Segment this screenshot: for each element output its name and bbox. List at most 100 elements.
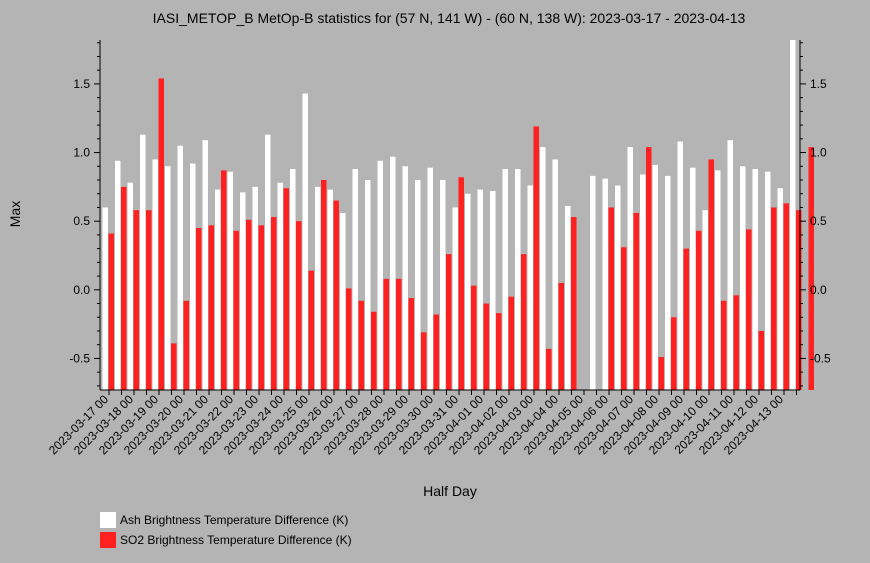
bar-ash-8 [202, 140, 208, 390]
bar-so2-6 [183, 300, 189, 390]
bar-so2-31 [496, 313, 502, 390]
bar-ash-42 [627, 147, 633, 390]
bar-so2-7 [196, 228, 202, 390]
y-tick-label-left: -0.5 [69, 351, 90, 365]
bar-so2-48 [708, 159, 714, 390]
bar-so2-49 [721, 300, 727, 390]
bar-so2-28 [458, 177, 464, 390]
bar-ash-30 [477, 189, 483, 390]
bar-so2-43 [646, 147, 652, 390]
bar-ash-19 [340, 212, 346, 390]
bar-ash-33 [515, 169, 521, 390]
bar-ash-23 [390, 156, 396, 390]
bar-ash-52 [752, 169, 758, 390]
bar-so2-51 [746, 229, 752, 390]
bar-so2-10 [233, 230, 239, 390]
y-tick-label-left: 1.5 [73, 77, 90, 91]
bar-ash-54 [777, 188, 783, 390]
bar-ash-31 [490, 190, 496, 390]
y-tick-label-right: 0.0 [810, 283, 827, 297]
bar-ash-6 [177, 145, 183, 390]
bar-so2-8 [208, 225, 214, 390]
bar-so2-17 [321, 180, 327, 390]
bar-ash-24 [402, 166, 408, 390]
bar-so2-24 [408, 298, 414, 390]
bar-ash-35 [540, 147, 546, 390]
bar-so2-27 [446, 254, 452, 390]
bar-ash-13 [265, 134, 271, 390]
bar-ash-28 [452, 207, 458, 390]
bar-so2-33 [521, 254, 527, 390]
bar-ash-22 [377, 160, 383, 390]
bar-ash-18 [327, 189, 333, 390]
bar-so2-26 [433, 314, 439, 390]
legend: Ash Brightness Temperature Difference (K… [100, 512, 352, 548]
bar-ash-48 [702, 210, 708, 390]
bar-so2-32 [508, 296, 514, 390]
bar-ash-34 [527, 185, 533, 390]
bar-so2-56 [808, 147, 814, 390]
bar-so2-37 [571, 217, 577, 390]
bar-so2-29 [471, 285, 477, 390]
bar-ash-39 [590, 175, 596, 390]
bar-so2-54 [783, 203, 789, 390]
bar-so2-50 [733, 295, 739, 390]
bar-so2-3 [146, 210, 152, 390]
chart-title: IASI_METOP_B MetOp-B statistics for (57 … [153, 10, 746, 26]
bar-so2-0 [108, 233, 114, 390]
bar-so2-20 [358, 300, 364, 390]
bar-ash-2 [127, 182, 133, 390]
bar-ash-25 [415, 180, 421, 390]
bar-so2-22 [383, 278, 389, 390]
bar-ash-21 [365, 180, 371, 390]
bar-ash-3 [140, 134, 146, 390]
bar-ash-26 [427, 167, 433, 390]
bar-so2-16 [308, 270, 314, 390]
y-tick-label-right: -0.5 [810, 351, 831, 365]
bar-so2-23 [396, 278, 402, 390]
bar-ash-17 [315, 186, 321, 390]
y-axis-label: Max [7, 201, 23, 227]
bar-so2-52 [758, 330, 764, 390]
bar-so2-14 [283, 188, 289, 390]
bar-so2-35 [546, 348, 552, 390]
bar-so2-46 [683, 248, 689, 390]
bar-so2-21 [371, 311, 377, 390]
bar-ash-55 [790, 40, 796, 390]
bar-ash-4 [152, 159, 158, 390]
bar-so2-44 [658, 357, 664, 390]
legend-label-so2: SO2 Brightness Temperature Difference (K… [120, 533, 352, 547]
bar-so2-15 [296, 221, 302, 390]
bar-ash-40 [602, 178, 608, 390]
bar-so2-45 [671, 317, 677, 390]
bar-ash-37 [565, 206, 571, 390]
y-tick-label-right: 1.0 [810, 146, 827, 160]
bar-so2-25 [421, 332, 427, 390]
y-tick-label-left: 0.0 [73, 283, 90, 297]
bar-so2-18 [333, 200, 339, 390]
y-tick-label-left: 0.5 [73, 214, 90, 228]
x-axis-label: Half Day [423, 483, 477, 499]
bar-ash-16 [302, 93, 308, 390]
bar-so2-30 [483, 303, 489, 390]
bar-ash-44 [652, 164, 658, 390]
bar-ash-53 [765, 171, 771, 390]
bar-so2-12 [258, 225, 264, 390]
bar-so2-4 [158, 78, 164, 391]
bar-ash-5 [165, 166, 171, 390]
bar-ash-9 [215, 189, 221, 390]
bar-ash-45 [665, 175, 671, 390]
bar-ash-49 [715, 170, 721, 390]
bar-ash-7 [190, 163, 196, 390]
bar-so2-40 [608, 207, 614, 390]
bar-ash-47 [690, 167, 696, 390]
bar-so2-2 [133, 210, 139, 390]
bar-ash-15 [290, 169, 296, 390]
bar-ash-41 [615, 185, 621, 390]
bar-so2-53 [771, 207, 777, 390]
legend-label-ash: Ash Brightness Temperature Difference (K… [120, 513, 348, 527]
bar-ash-32 [502, 169, 508, 390]
bar-ash-27 [440, 180, 446, 390]
bar-ash-1 [115, 160, 121, 390]
